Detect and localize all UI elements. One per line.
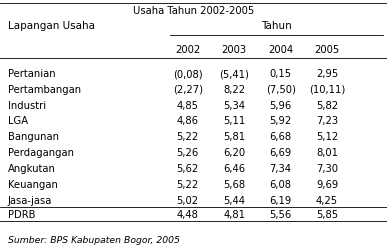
Text: (2,27): (2,27) [173,84,203,94]
Text: Jasa-jasa: Jasa-jasa [8,195,52,205]
Text: 6,20: 6,20 [223,148,245,158]
Text: Pertambangan: Pertambangan [8,84,81,94]
Text: Bangunan: Bangunan [8,132,59,142]
Text: 5,82: 5,82 [316,100,338,110]
Text: 5,81: 5,81 [223,132,245,142]
Text: 5,44: 5,44 [223,195,245,205]
Text: Lapangan Usaha: Lapangan Usaha [8,21,95,31]
Text: Angkutan: Angkutan [8,163,56,173]
Text: 7,34: 7,34 [270,163,291,173]
Text: 4,25: 4,25 [316,195,338,205]
Text: Sumber: BPS Kabupaten Bogor, 2005: Sumber: BPS Kabupaten Bogor, 2005 [8,235,180,244]
Text: 5,92: 5,92 [269,116,292,126]
Text: 6,08: 6,08 [270,179,291,189]
Text: 6,46: 6,46 [223,163,245,173]
Text: 2005: 2005 [314,45,340,55]
Text: (5,41): (5,41) [219,69,249,79]
Text: 2004: 2004 [268,45,293,55]
Text: 5,68: 5,68 [223,179,245,189]
Text: Industri: Industri [8,100,46,110]
Text: PDRB: PDRB [8,210,35,220]
Text: (0,08): (0,08) [173,69,202,79]
Text: 5,96: 5,96 [269,100,292,110]
Text: 7,30: 7,30 [316,163,338,173]
Text: 2003: 2003 [222,45,247,55]
Text: 4,85: 4,85 [177,100,199,110]
Text: Perdagangan: Perdagangan [8,148,74,158]
Text: 5,62: 5,62 [176,163,199,173]
Text: 5,12: 5,12 [316,132,338,142]
Text: Usaha Tahun 2002-2005: Usaha Tahun 2002-2005 [133,6,254,16]
Text: 4,86: 4,86 [177,116,199,126]
Text: 5,22: 5,22 [176,132,199,142]
Text: 5,26: 5,26 [176,148,199,158]
Text: Keuangan: Keuangan [8,179,58,189]
Text: 5,22: 5,22 [176,179,199,189]
Text: 8,01: 8,01 [316,148,338,158]
Text: 2002: 2002 [175,45,200,55]
Text: 5,85: 5,85 [316,210,338,220]
Text: 8,22: 8,22 [223,84,245,94]
Text: 4,81: 4,81 [223,210,245,220]
Text: 5,02: 5,02 [176,195,199,205]
Text: (7,50): (7,50) [265,84,296,94]
Text: 9,69: 9,69 [316,179,338,189]
Text: 0,15: 0,15 [269,69,292,79]
Text: 6,69: 6,69 [269,148,292,158]
Text: (10,11): (10,11) [309,84,345,94]
Text: 5,56: 5,56 [269,210,292,220]
Text: 5,34: 5,34 [223,100,245,110]
Text: 6,68: 6,68 [269,132,292,142]
Text: LGA: LGA [8,116,28,126]
Text: 7,23: 7,23 [316,116,338,126]
Text: Pertanian: Pertanian [8,69,55,79]
Text: 5,11: 5,11 [223,116,245,126]
Text: Tahun: Tahun [261,21,292,31]
Text: 4,48: 4,48 [177,210,199,220]
Text: 6,19: 6,19 [269,195,292,205]
Text: 2,95: 2,95 [316,69,338,79]
